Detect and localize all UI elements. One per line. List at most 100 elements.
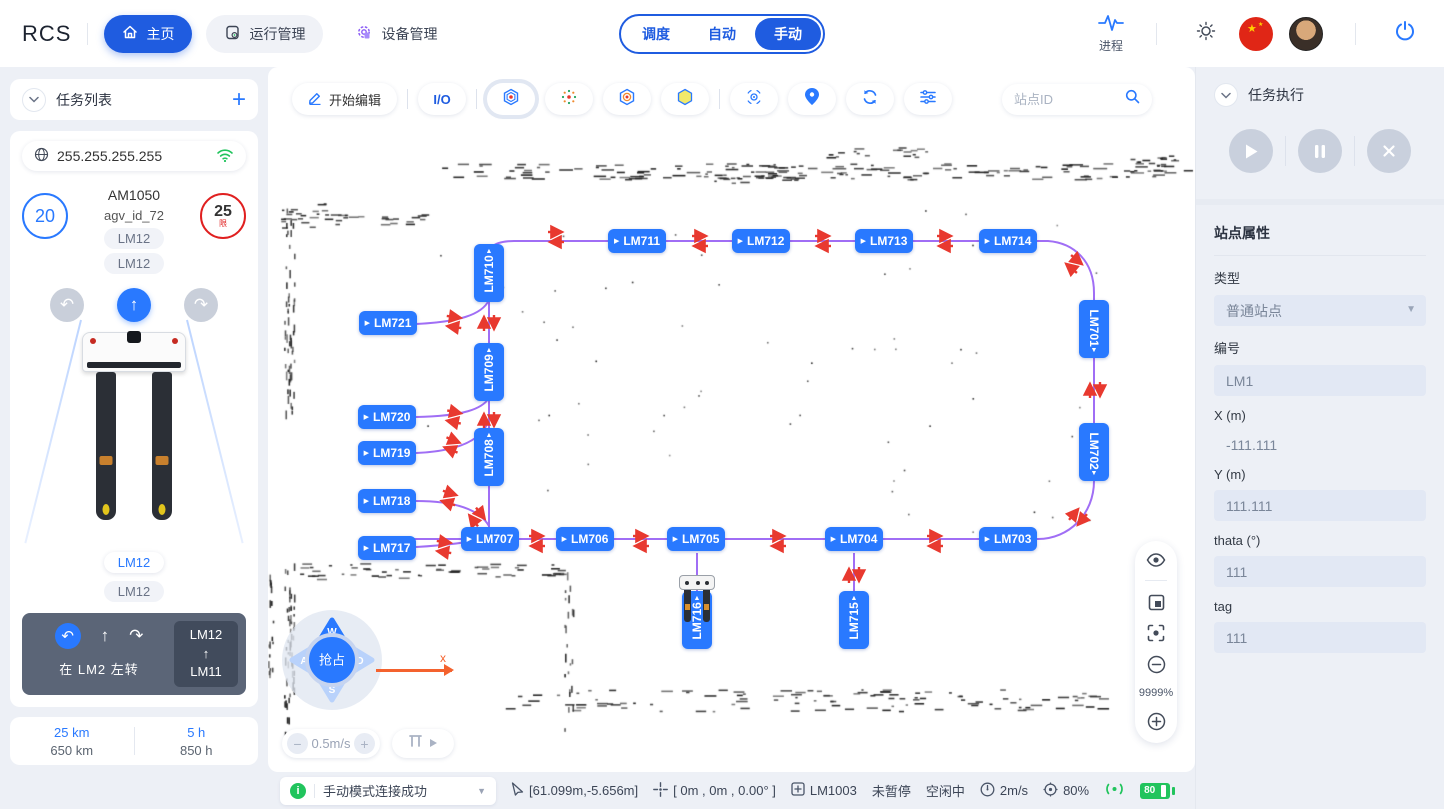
wifi-icon [216, 148, 234, 165]
tag-label: tag [1214, 599, 1233, 614]
zoom-in-button[interactable] [1147, 712, 1166, 731]
map-station-LM720[interactable]: ▶ LM720 [358, 405, 416, 429]
lidar-button[interactable] [730, 83, 779, 115]
turn-left-button[interactable]: ↶ [50, 288, 84, 322]
play-button[interactable] [1229, 129, 1273, 173]
vehicle-card[interactable]: 255.255.255.255 20 AM1050 agv_id_72 LM12… [10, 131, 258, 707]
nav-operation[interactable]: 运行管理 [206, 14, 324, 53]
robot-pose: [ 0m , 0m , 0.00° ] [653, 781, 776, 800]
mode-dispatch[interactable]: 调度 [642, 26, 670, 42]
visibility-button[interactable] [1146, 553, 1166, 567]
map-station-LM715[interactable]: ▲ LM715 [839, 591, 869, 649]
map-station-LM701[interactable]: ▼ LM701 [1079, 300, 1109, 358]
fork-control-button[interactable] [392, 729, 454, 758]
mode-auto[interactable]: 自动 [708, 26, 736, 42]
nav-device[interactable]: 设备管理 [337, 15, 455, 53]
theme-toggle-button[interactable] [1189, 16, 1223, 51]
turn-left-icon: ↶ [59, 295, 75, 314]
speed-plus-button[interactable]: + [353, 733, 375, 754]
status-bar: i 手动模式连接成功 ▼ [61.099m,-5.656m] [ 0m , 0m… [268, 772, 1195, 809]
map-station-LM717[interactable]: ▶ LM717 [358, 536, 416, 560]
y-input[interactable] [1214, 490, 1426, 521]
map-station-LM703[interactable]: ▶ LM703 [979, 527, 1037, 551]
nav-home[interactable]: 主页 [104, 14, 193, 53]
minimap-button[interactable] [1148, 594, 1165, 611]
lidar-icon [744, 87, 764, 112]
language-flag-button[interactable]: ★ ★ [1239, 16, 1273, 51]
map-station-LM718[interactable]: ▶ LM718 [358, 489, 416, 513]
map-station-LM712[interactable]: ▶ LM712 [732, 229, 790, 253]
map-station-LM702[interactable]: ▼ LM702 [1079, 423, 1109, 481]
map-station-LM711[interactable]: ▶ LM711 [608, 229, 666, 253]
hexagon-target-icon [501, 87, 521, 112]
map-canvas[interactable]: 开始编辑 I/O [268, 67, 1195, 772]
map-station-LM706[interactable]: ▶ LM706 [556, 527, 614, 551]
direction-triangle-icon: ▶ [860, 237, 867, 245]
search-icon[interactable] [1125, 89, 1140, 109]
code-label: 编号 [1214, 341, 1241, 356]
agv-map-marker[interactable] [679, 575, 715, 622]
type-select[interactable] [1214, 295, 1426, 326]
pause-button[interactable] [1298, 129, 1342, 173]
refresh-button[interactable] [846, 83, 895, 115]
task-execution-title: 任务执行 [1248, 87, 1304, 103]
joystick[interactable]: W A D S 抢占 [280, 608, 384, 717]
process-label: 进程 [1098, 39, 1123, 53]
monitor-icon [224, 24, 241, 44]
center-focus-button[interactable] [1147, 624, 1165, 642]
station-chip: LM12 [103, 253, 165, 274]
tag-input[interactable] [1214, 622, 1426, 653]
layer-stations-button[interactable] [487, 83, 536, 115]
user-avatar[interactable] [1289, 16, 1323, 51]
io-button[interactable]: I/O [418, 83, 467, 115]
limit-unit: 限 [219, 219, 227, 228]
speed-minus-button[interactable]: − [287, 733, 308, 754]
power-button[interactable] [1388, 16, 1422, 51]
map-station-LM707[interactable]: ▶ LM707 [461, 527, 519, 551]
zoom-out-button[interactable] [1147, 655, 1166, 674]
map-station-LM704[interactable]: ▶ LM704 [825, 527, 883, 551]
trip-distance: 25 km [54, 724, 90, 740]
map-station-LM719[interactable]: ▶ LM719 [358, 441, 416, 465]
filter-settings-button[interactable] [904, 83, 953, 115]
map-station-LM721[interactable]: ▶ LM721 [359, 311, 417, 335]
add-task-button[interactable]: + [231, 85, 246, 113]
start-edit-button[interactable]: 开始编辑 [292, 83, 398, 115]
map-station-LM713[interactable]: ▶ LM713 [855, 229, 913, 253]
map-station-LM705[interactable]: ▶ LM705 [667, 527, 725, 551]
vehicle-stats-card: 25 km 650 km 5 h 850 h [10, 717, 258, 765]
map-station-LM709[interactable]: ▲ LM709 [474, 343, 504, 401]
chevron-down-icon[interactable] [1214, 83, 1238, 107]
map-station-LM714[interactable]: ▶ LM714 [979, 229, 1037, 253]
direction-triangle-icon: ▲ [693, 595, 701, 602]
layer-routes-button[interactable] [603, 83, 652, 115]
layer-pointcloud-button[interactable] [545, 83, 594, 115]
turn-right-icon: ↷ [193, 295, 209, 314]
process-button[interactable]: 进程 [1098, 13, 1124, 54]
field-y: Y (m) [1214, 467, 1426, 521]
map-station-LM710[interactable]: ▲ LM710 [474, 244, 504, 302]
trip-hours: 5 h [187, 724, 206, 740]
station-search-input[interactable] [1014, 91, 1120, 107]
direction-triangle-icon: ▶ [737, 237, 744, 245]
app-logo: RCS [22, 20, 72, 46]
nav-operation-label: 运行管理 [249, 25, 306, 42]
go-straight-button[interactable]: ↑ [117, 288, 151, 322]
field-theta: thata (°) [1214, 533, 1426, 587]
turn-right-button[interactable]: ↷ [184, 288, 218, 322]
chevron-down-icon[interactable] [22, 87, 46, 112]
crosshair-icon [653, 781, 669, 800]
gear-icon [355, 23, 373, 44]
map-station-LM708[interactable]: ▲ LM708 [474, 428, 504, 486]
code-input[interactable] [1214, 365, 1426, 396]
battery-indicator: 80 [1140, 782, 1176, 799]
play-small-icon [429, 735, 438, 753]
locate-pin-button[interactable] [788, 83, 837, 115]
theta-input[interactable] [1214, 556, 1426, 587]
mode-manual[interactable]: 手动 [755, 18, 821, 50]
layer-zones-button[interactable] [661, 83, 710, 115]
cancel-button[interactable] [1367, 129, 1411, 173]
connection-message[interactable]: i 手动模式连接成功 ▼ [280, 776, 496, 805]
station-properties-title: 站点属性 [1196, 199, 1444, 243]
total-distance: 650 km [50, 742, 94, 758]
